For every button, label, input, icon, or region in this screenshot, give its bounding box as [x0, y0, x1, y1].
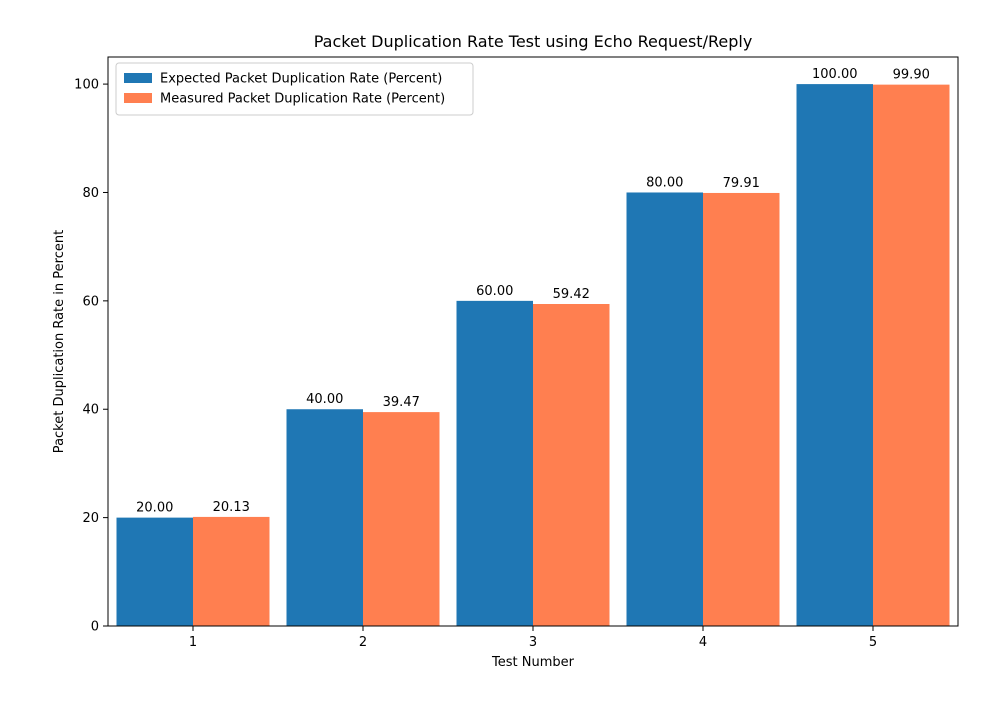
chart-title: Packet Duplication Rate Test using Echo …: [314, 32, 753, 51]
bar-series2-test-3: [533, 304, 610, 626]
x-axis-label: Test Number: [491, 655, 575, 670]
y-tick-label: 20: [82, 511, 99, 526]
bar-value-label: 40.00: [306, 392, 343, 407]
legend-entry-label: Measured Packet Duplication Rate (Percen…: [160, 92, 445, 107]
bar-series2-test-2: [363, 412, 440, 626]
bars-layer: [116, 84, 950, 627]
y-tick-label: 40: [82, 403, 99, 418]
y-tick-label: 100: [74, 78, 99, 93]
legend: Expected Packet Duplication Rate (Percen…: [115, 62, 474, 116]
bar-value-label: 100.00: [812, 67, 858, 82]
x-axis: 1 2 3 4 5: [189, 626, 877, 650]
x-tick-label: 1: [189, 635, 197, 650]
bar-series1-test-4: [626, 192, 703, 626]
bar-series1-test-3: [456, 300, 533, 626]
bar-value-label: 99.90: [893, 68, 930, 83]
y-tick-label: 0: [91, 620, 99, 635]
y-axis: 0 20 40 60 80 100: [74, 78, 108, 635]
y-tick-label: 80: [82, 186, 99, 201]
x-tick-label: 2: [359, 635, 367, 650]
bar-value-label: 39.47: [383, 395, 420, 410]
bar-value-label: 79.91: [723, 176, 760, 191]
bar-labels-layer: 20.00 40.00 60.00 80.00 100.00 20.13 39.47 59.4…: [136, 67, 930, 516]
bar-series1-test-5: [796, 84, 873, 627]
x-tick-label: 4: [699, 635, 707, 650]
bar-series1-test-1: [116, 517, 193, 626]
bar-series1-test-2: [286, 409, 363, 626]
bar-value-label: 80.00: [646, 175, 683, 190]
bar-value-label: 60.00: [476, 284, 513, 299]
x-tick-label: 5: [869, 635, 877, 650]
bar-value-label: 20.00: [136, 501, 173, 516]
y-tick-label: 60: [82, 294, 99, 309]
legend-swatch: [124, 73, 152, 83]
plot-frame: [107, 56, 959, 627]
y-axis-label: Packet Duplication Rate in Percent: [52, 230, 67, 453]
bar-value-label: 20.13: [213, 500, 250, 515]
x-tick-label: 3: [529, 635, 537, 650]
legend-box: [115, 62, 474, 116]
bar-value-label: 59.42: [553, 287, 590, 302]
legend-swatch: [124, 93, 152, 103]
bar-series2-test-5: [873, 84, 950, 626]
legend-entry-label: Expected Packet Duplication Rate (Percen…: [160, 72, 442, 87]
bar-series2-test-1: [193, 516, 270, 626]
bar-series2-test-4: [703, 192, 780, 626]
